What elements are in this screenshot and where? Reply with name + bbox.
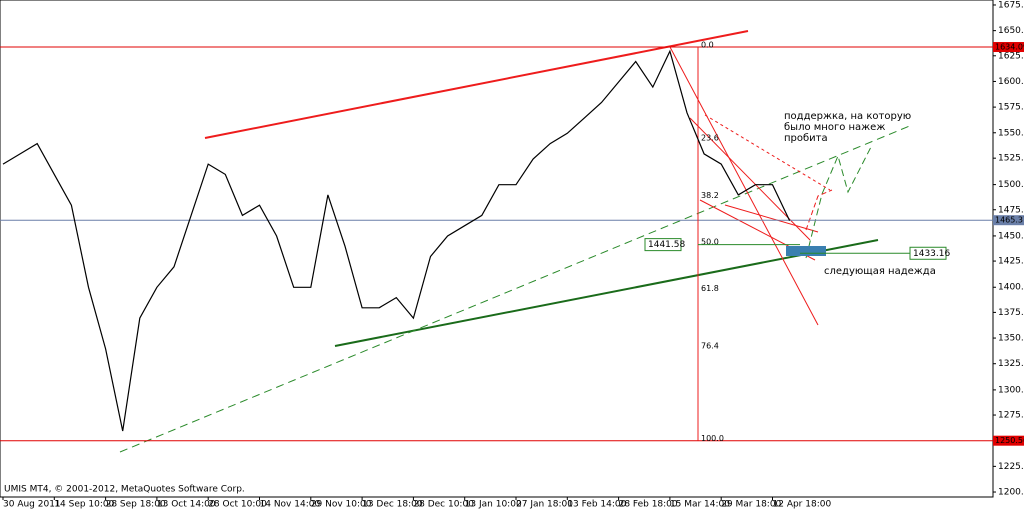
projection-path — [805, 189, 833, 231]
price-marker-label: 1433.16 — [913, 249, 950, 259]
fibo-label: 50.0 — [701, 237, 719, 246]
y-tick-label: 1450.05 — [998, 231, 1024, 241]
plot-area — [0, 0, 994, 498]
x-tick-label: 14 Nov 14:00 — [260, 500, 321, 510]
credit: UMIS MT4, © 2001-2012, MetaQuotes Softwa… — [4, 485, 245, 495]
fibo-label: 23.6 — [701, 133, 719, 142]
y-tick-label: 1425.55 — [998, 257, 1024, 267]
channel-line — [689, 117, 811, 241]
y-tick-label: 1325.55 — [998, 359, 1024, 369]
fibo-label: 100.0 — [701, 434, 724, 443]
y-tick-label: 1475.55 — [998, 205, 1024, 215]
y-tick-label: 1525.80 — [998, 154, 1024, 164]
x-tick-label: 14 Sep 10:00 — [54, 500, 114, 510]
x-tick-label: 13 Feb 14:00 — [567, 500, 626, 510]
y-tick-label: 1500.05 — [998, 180, 1024, 190]
y-tick-label: 1275.55 — [998, 411, 1024, 421]
y-tick-label: 1400.05 — [998, 283, 1024, 293]
price-marker-box — [644, 238, 682, 252]
annotation: следующая надежда — [824, 266, 936, 277]
x-tick-label: 27 Jan 18:00 — [516, 500, 573, 510]
zone-box — [786, 246, 826, 256]
x-tick-label: 29 Nov 10:00 — [311, 500, 372, 510]
price-level-box — [993, 42, 1024, 53]
x-tick-label: 28 Feb 18:00 — [619, 500, 678, 510]
trend-line — [334, 239, 879, 347]
fibo-label: 0.0 — [701, 41, 714, 50]
price-level-label: 1250.56 — [995, 436, 1024, 445]
y-tick-label: 1200.55 — [998, 488, 1024, 498]
fibo-label: 38.2 — [701, 191, 719, 200]
trend-line — [204, 30, 749, 139]
x-tick-label: 30 Aug 2011 — [3, 500, 61, 510]
x-tick-label: 29 Mar 18:00 — [721, 500, 781, 510]
annotation: пробита — [784, 133, 828, 144]
y-tick-label: 1575.55 — [998, 103, 1024, 113]
fibo-label: 76.4 — [701, 341, 719, 350]
y-tick-label: 1550.55 — [998, 128, 1024, 138]
x-tick-label: 13 Dec 18:00 — [362, 500, 423, 510]
y-tick-label: 1350.55 — [998, 334, 1024, 344]
price-marker-box — [909, 246, 947, 260]
price-level-box — [993, 215, 1024, 226]
y-tick-label: 1600.55 — [998, 77, 1024, 87]
y-tick-label: 1675.05 — [998, 0, 1024, 10]
x-tick-label: 28 Dec 10:00 — [413, 500, 474, 510]
y-tick-label: 1650.05 — [998, 26, 1024, 36]
price-level-label: 1465.37 — [995, 216, 1024, 225]
channel-line — [669, 46, 819, 326]
y-tick-label: 1625.55 — [998, 51, 1024, 61]
annotation: было много нажеж — [784, 122, 885, 133]
x-tick-label: 12 Apr 18:00 — [773, 500, 832, 510]
x-tick-label: 28 Oct 10:00 — [208, 500, 267, 510]
x-tick-label: 13 Oct 14:00 — [157, 500, 216, 510]
channel-line — [724, 204, 819, 233]
x-tick-label: 13 Jan 10:00 — [465, 500, 522, 510]
annotation: поддержка, на которую — [784, 111, 911, 122]
price-line — [2, 49, 791, 432]
x-tick-label: 15 Mar 14:00 — [670, 500, 730, 510]
fibo-label: 61.8 — [701, 284, 719, 293]
price-level-label: 1634.09 — [995, 43, 1024, 52]
price-marker-label: 1441.58 — [648, 240, 685, 250]
x-tick-label: 28 Sep 18:00 — [106, 500, 166, 510]
y-tick-label: 1300.05 — [998, 385, 1024, 395]
y-tick-label: 1225.55 — [998, 462, 1024, 472]
price-level-box — [993, 435, 1024, 446]
projection-line — [704, 114, 831, 191]
y-tick-label: 1375.55 — [998, 308, 1024, 318]
